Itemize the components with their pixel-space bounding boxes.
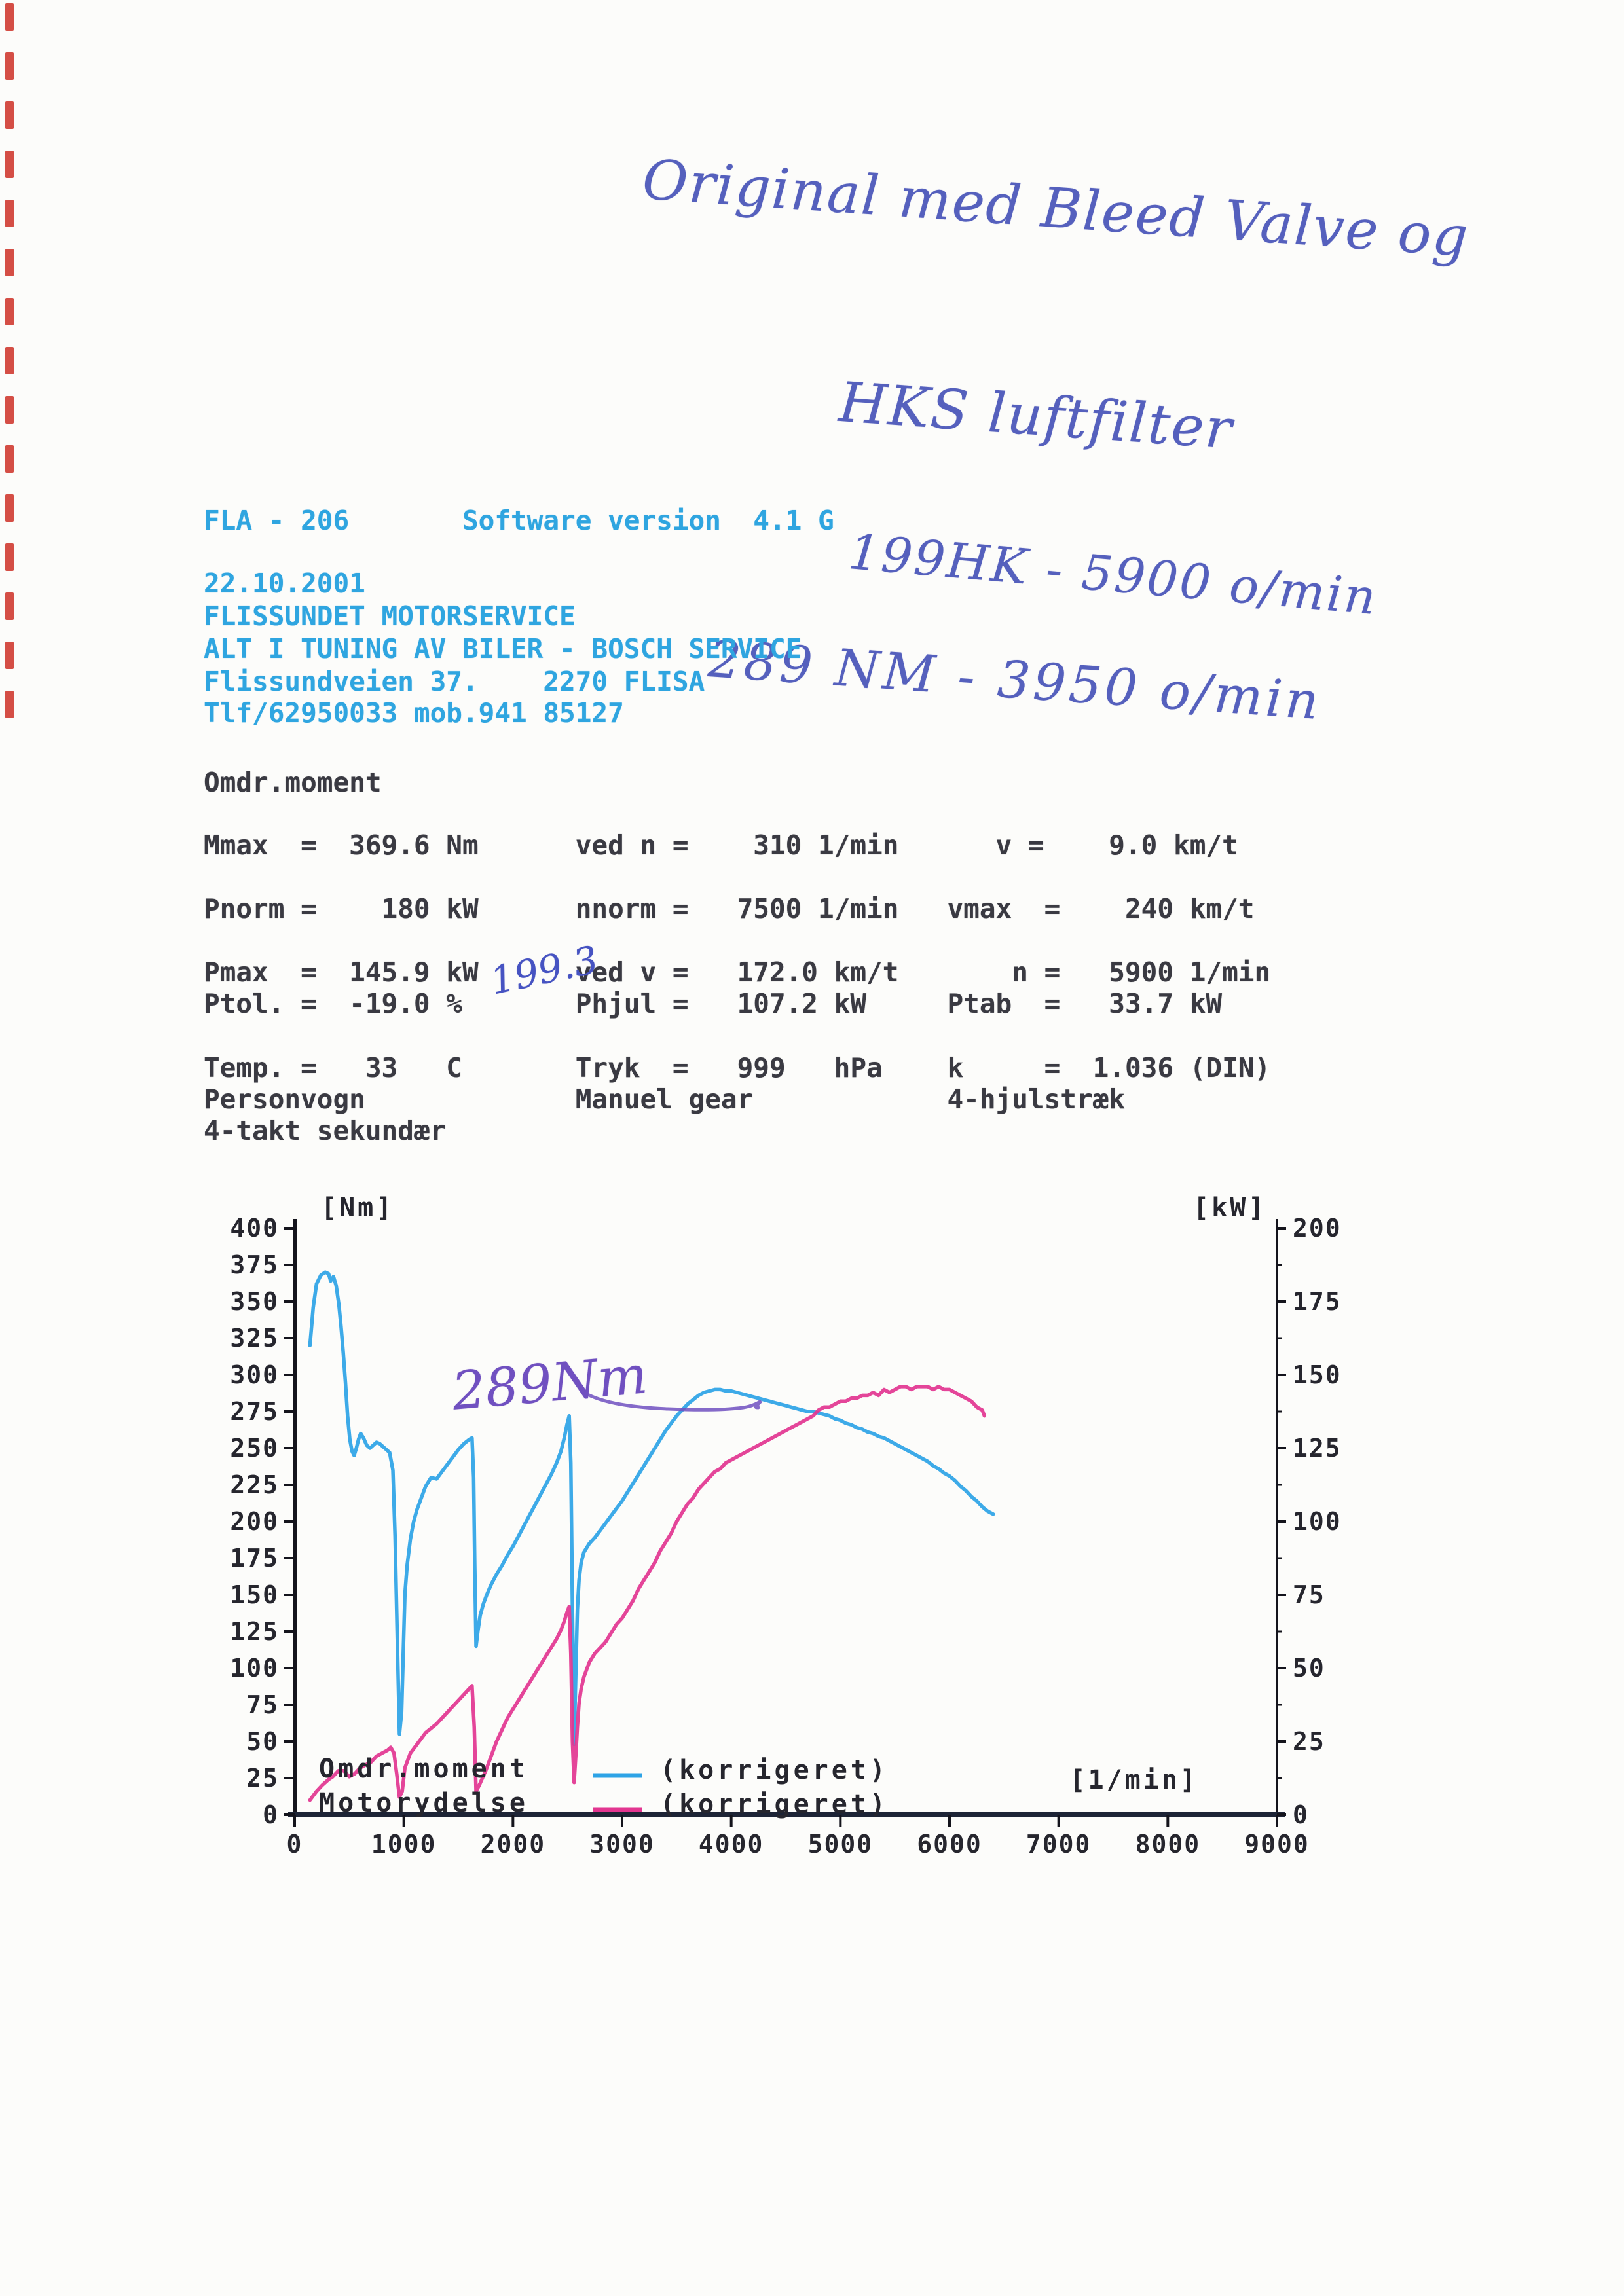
scan-edge-dash: [5, 494, 14, 522]
left-axis-tick-label: 100: [230, 1654, 279, 1683]
company-phone: Tlf/62950033 mob.941 85127: [204, 697, 624, 729]
handwritten-note-line1: Original med Bleed Valve og: [640, 147, 1471, 269]
report-title: Omdr.moment: [204, 767, 382, 798]
scan-edge-dash: [5, 396, 14, 424]
x-axis-tick-label: 2000: [481, 1830, 546, 1859]
left-axis-tick-label: 275: [230, 1397, 279, 1426]
scan-edge-dash: [5, 101, 14, 129]
series-curve-omdr-moment: [308, 1270, 995, 1747]
scan-edge-dash: [5, 52, 14, 80]
scan-edge-dash: [5, 642, 14, 669]
x-axis-tick-label: 6000: [917, 1830, 982, 1859]
scan-edge-dash: [5, 298, 14, 325]
left-axis-tick-label: 350: [230, 1287, 279, 1316]
x-axis-tick-label: 3000: [589, 1830, 655, 1859]
left-axis-tick-label: 0: [263, 1800, 279, 1829]
legend-series-name: Omdr.moment: [319, 1754, 528, 1784]
right-axis-tick-label: 200: [1293, 1214, 1342, 1243]
x-axis-tick-label: 7000: [1026, 1830, 1092, 1859]
legend-series-name: Motorydelse: [319, 1788, 528, 1818]
scan-edge-dash: [5, 249, 14, 276]
right-axis-tick-label: 25: [1293, 1727, 1325, 1756]
left-axis-tick-label: 175: [230, 1544, 279, 1573]
right-axis-tick-label: 0: [1293, 1800, 1309, 1829]
company-tagline: ALT I TUNING AV BILER - BOSCH SERVICE: [204, 633, 802, 665]
scan-edge-dash: [5, 3, 14, 31]
legend-qualifier: (korrigeret): [660, 1789, 889, 1819]
scan-edge-dash: [5, 151, 14, 178]
x-axis-tick-label: 5000: [808, 1830, 874, 1859]
x-axis-unit-label: [1/min]: [1069, 1765, 1198, 1795]
legend-qualifier: (korrigeret): [660, 1755, 889, 1785]
left-axis-tick-label: 200: [230, 1507, 279, 1536]
left-axis-tick-label: 125: [230, 1617, 279, 1646]
right-axis-tick-label: 50: [1293, 1654, 1325, 1683]
left-axis-tick-label: 25: [246, 1764, 279, 1793]
x-axis-tick-label: 1000: [371, 1830, 437, 1859]
x-axis-tick-label: 9000: [1244, 1830, 1310, 1859]
right-axis-tick-label: 75: [1293, 1580, 1325, 1609]
series-curve-motorydelse: [308, 1385, 987, 1802]
x-axis-tick-label: 0: [287, 1830, 303, 1859]
scan-edge-dash: [5, 445, 14, 473]
dyno-chart: 0255075100125150175200225250275300325350…: [230, 1193, 1342, 1859]
x-axis-tick-label: 4000: [699, 1830, 764, 1859]
scan-edge-dash: [5, 347, 14, 374]
mmax-line: Mmax = 369.6 Nm ved n = 310 1/min v = 9.…: [204, 829, 1238, 861]
right-axis-unit-label: [kW]: [1193, 1193, 1266, 1223]
software-version-line: FLA - 206 Software version 4.1 G: [204, 505, 834, 536]
temp-line: Temp. = 33 C Tryk = 999 hPa k = 1.036 (D…: [204, 1052, 1271, 1084]
left-axis-tick-label: 375: [230, 1250, 279, 1279]
left-axis-tick-label: 325: [230, 1324, 279, 1353]
left-axis-tick-label: 300: [230, 1360, 279, 1389]
company-name: FLISSUNDET MOTORSERVICE: [204, 600, 576, 632]
left-axis-tick-label: 150: [230, 1580, 279, 1609]
handwritten-note-line2: HKS luftfilter: [837, 370, 1236, 462]
vehicle-type-line: Personvogn Manuel gear 4-hjulstræk: [204, 1084, 1125, 1115]
right-axis-tick-label: 100: [1293, 1507, 1342, 1536]
left-axis-tick-label: 50: [246, 1727, 279, 1756]
right-axis-tick-label: 125: [1293, 1434, 1342, 1463]
ptol-line: Ptol. = -19.0 % Phjul = 107.2 kW Ptab = …: [204, 988, 1223, 1019]
right-axis-tick-label: 175: [1293, 1287, 1342, 1316]
pmax-line: Pmax = 145.9 kW ved v = 172.0 km/t n = 5…: [204, 957, 1271, 988]
scan-edge-dash: [5, 200, 14, 227]
scan-edge-dash: [5, 543, 14, 571]
engine-type-line: 4-takt sekundær: [204, 1115, 447, 1146]
handwritten-annotation-tail: [581, 1390, 762, 1412]
handwritten-note-line3: 199HK - 5900 o/min: [846, 524, 1380, 627]
right-axis-tick-label: 150: [1293, 1360, 1342, 1389]
left-axis-tick-label: 250: [230, 1434, 279, 1463]
scan-edge-dash: [5, 691, 14, 718]
left-axis-tick-label: 225: [230, 1470, 279, 1499]
report-date: 22.10.2001: [204, 568, 365, 599]
left-axis-tick-label: 75: [246, 1690, 279, 1719]
x-axis-tick-label: 8000: [1135, 1830, 1201, 1859]
pnorm-line: Pnorm = 180 kW nnorm = 7500 1/min vmax =…: [204, 893, 1255, 924]
left-axis-tick-label: 400: [230, 1214, 279, 1243]
left-axis-unit-label: [Nm]: [321, 1193, 394, 1223]
company-street-address: Flissundveien 37. 2270 FLISA: [204, 666, 705, 697]
scan-edge-dash: [5, 592, 14, 620]
